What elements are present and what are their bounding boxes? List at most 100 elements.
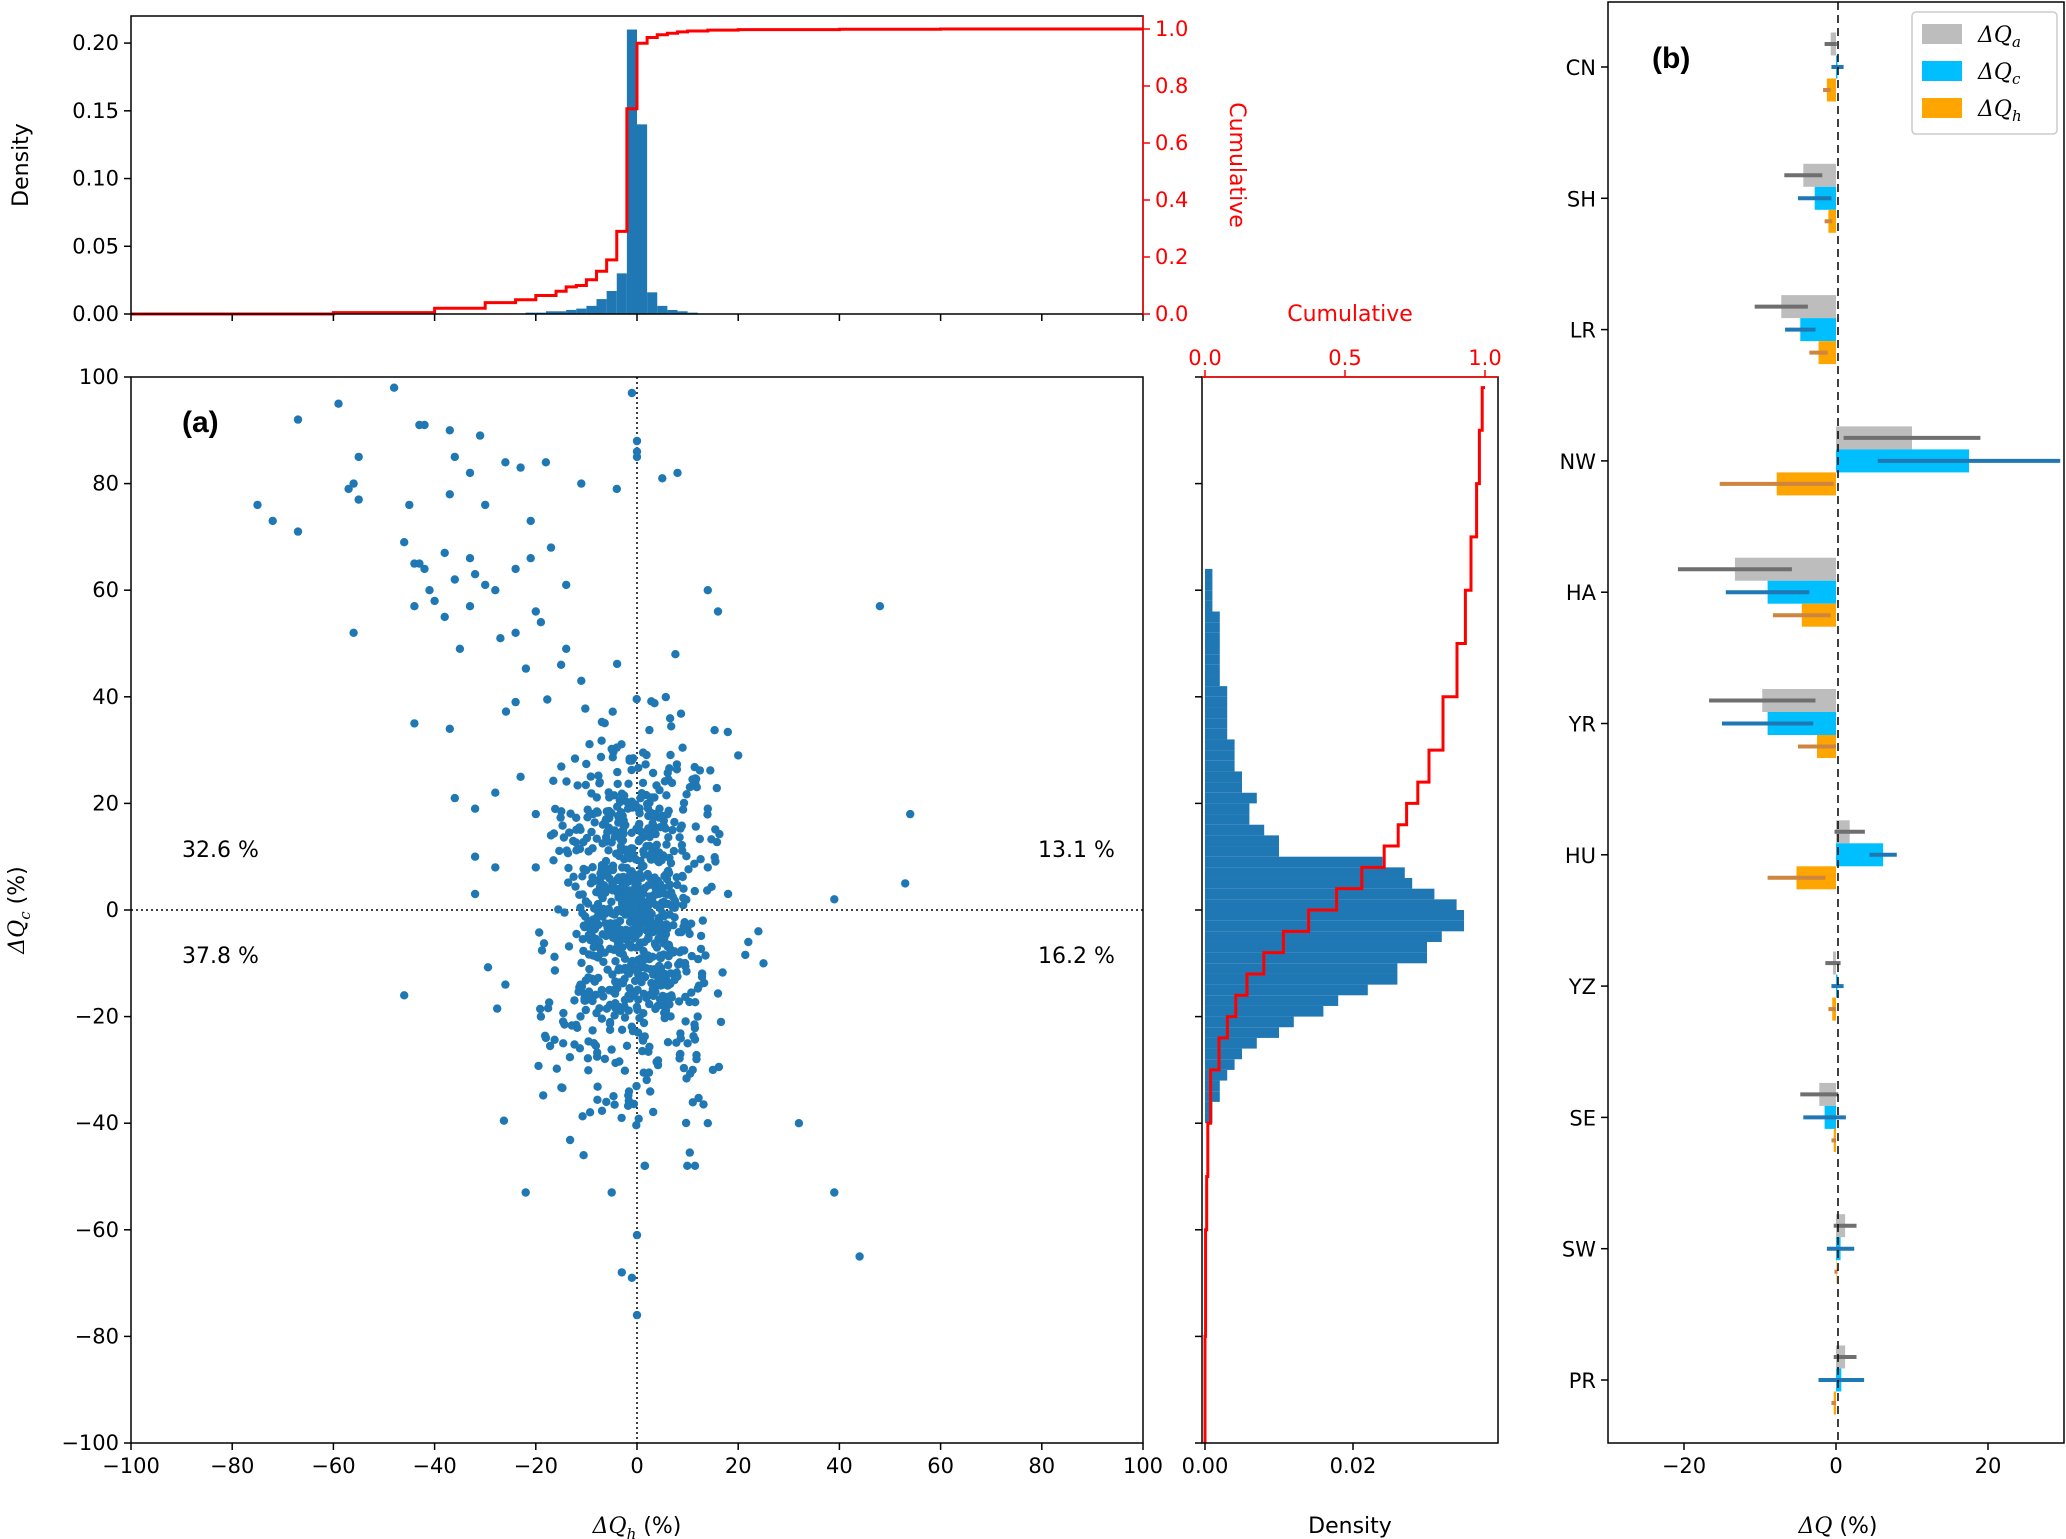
- scatter-point: [687, 951, 696, 961]
- scatter-point: [611, 957, 620, 966]
- scatter-point: [491, 863, 500, 872]
- scatter-point: [578, 909, 587, 918]
- scatter-point: [562, 644, 571, 653]
- scatter-point: [794, 1119, 804, 1128]
- scatter-point: [585, 1108, 595, 1117]
- scatter-point: [511, 564, 520, 574]
- scatter-point: [663, 981, 672, 990]
- scatter-point: [676, 709, 686, 718]
- scatter-point: [609, 1092, 618, 1101]
- scatter-point: [596, 752, 606, 762]
- scatter-point: [594, 920, 603, 930]
- scatter-point: [696, 931, 706, 941]
- scatter-point: [695, 834, 704, 844]
- scatter-point: [676, 824, 685, 833]
- scatter-point: [613, 938, 623, 947]
- panel-b-x-tick-label: 20: [1975, 1454, 2002, 1478]
- scatter-point: [511, 697, 520, 707]
- scatter-point: [688, 1065, 697, 1075]
- right-top-tick-label: 1.0: [1468, 346, 1501, 370]
- scatter-point: [678, 743, 687, 752]
- panel-b-bars: [1677, 32, 2061, 1415]
- scatter-point: [605, 1017, 615, 1027]
- scatter-point: [620, 954, 630, 963]
- scatter-point: [691, 822, 700, 831]
- scatter-point: [592, 888, 601, 897]
- right-histogram-bar: [1205, 846, 1279, 857]
- scatter-point: [855, 1252, 864, 1261]
- scatter-point: [698, 916, 707, 925]
- scatter-point: [511, 628, 520, 637]
- scatter-point: [657, 855, 666, 865]
- scatter-point: [696, 944, 706, 954]
- scatter-point: [445, 426, 454, 435]
- scatter-point: [646, 808, 656, 817]
- scatter-point: [713, 607, 723, 616]
- scatter-point: [642, 842, 651, 851]
- scatter-point: [741, 950, 750, 960]
- scatter-point: [640, 883, 650, 892]
- scatter-point: [531, 809, 540, 819]
- right-x-tick-label: 0.00: [1182, 1454, 1229, 1478]
- scatter-point: [670, 817, 679, 827]
- scatter-point: [681, 1017, 690, 1026]
- scatter-point: [673, 880, 682, 890]
- scatter-point: [445, 724, 454, 733]
- scatter-point: [541, 458, 551, 467]
- scatter-point: [647, 849, 656, 858]
- scatter-point: [673, 468, 682, 478]
- scatter-point: [680, 946, 689, 955]
- scatter-point: [601, 815, 611, 824]
- right-histogram-bar: [1205, 1080, 1220, 1092]
- scatter-point: [605, 1025, 615, 1035]
- scatter-point: [634, 1114, 643, 1124]
- scatter-point: [585, 740, 594, 749]
- x-tick-label: −100: [102, 1454, 160, 1478]
- y-tick-label: 100: [79, 365, 119, 389]
- scatter-point: [491, 586, 500, 595]
- scatter-point: [628, 956, 637, 966]
- right-histogram-xlabel: Density: [1308, 1514, 1392, 1539]
- panel-b-xlabel: ΔQ (%): [1797, 1514, 1877, 1539]
- scatter-point: [654, 923, 663, 932]
- scatter-point: [602, 1004, 611, 1013]
- scatter-point: [665, 853, 674, 863]
- scatter-point: [268, 516, 277, 526]
- scatter-point: [534, 1061, 543, 1071]
- scatter-point: [389, 383, 399, 392]
- scatter-point: [723, 889, 733, 899]
- right-histogram-bar: [1205, 771, 1242, 783]
- scatter-point: [450, 793, 459, 803]
- scatter-point: [623, 798, 632, 807]
- scatter-point: [646, 965, 655, 974]
- right-histogram-bar: [1205, 718, 1228, 729]
- right-histogram-bar: [1205, 835, 1279, 847]
- scatter-point: [744, 937, 753, 947]
- right-histogram-bar: [1205, 1048, 1242, 1060]
- scatter-point: [830, 1188, 839, 1197]
- scatter-point: [405, 500, 414, 510]
- top-histogram: 0.00 0.05 0.10 0.15 0.20 0.0 0.2 0.4 0.6 0.8 1.0 D…: [9, 15, 1249, 326]
- scatter-point: [539, 939, 549, 948]
- scatter-point: [425, 586, 434, 595]
- scatter-point: [632, 694, 641, 704]
- top-y-tick-label: 0.05: [72, 234, 119, 258]
- right-histogram-bar: [1205, 632, 1220, 644]
- scatter-point: [584, 1037, 593, 1046]
- scatter-points: [253, 383, 915, 1320]
- scatter-point: [594, 771, 603, 780]
- right-histogram-bar: [1205, 984, 1368, 996]
- scatter-point: [610, 989, 620, 998]
- scatter-point: [598, 893, 607, 903]
- top-histogram-bar: [566, 309, 577, 314]
- scatter-point: [754, 927, 763, 936]
- scatter-point: [655, 804, 664, 813]
- right-histogram-bar: [1205, 814, 1250, 825]
- scatter-point: [558, 1083, 567, 1093]
- right-top-tick-label: 0.0: [1188, 346, 1221, 370]
- scatter-point: [578, 890, 587, 899]
- scatter-point: [636, 835, 645, 844]
- scatter-point: [584, 1066, 593, 1075]
- scatter-point: [595, 778, 604, 787]
- scatter-point: [901, 879, 910, 888]
